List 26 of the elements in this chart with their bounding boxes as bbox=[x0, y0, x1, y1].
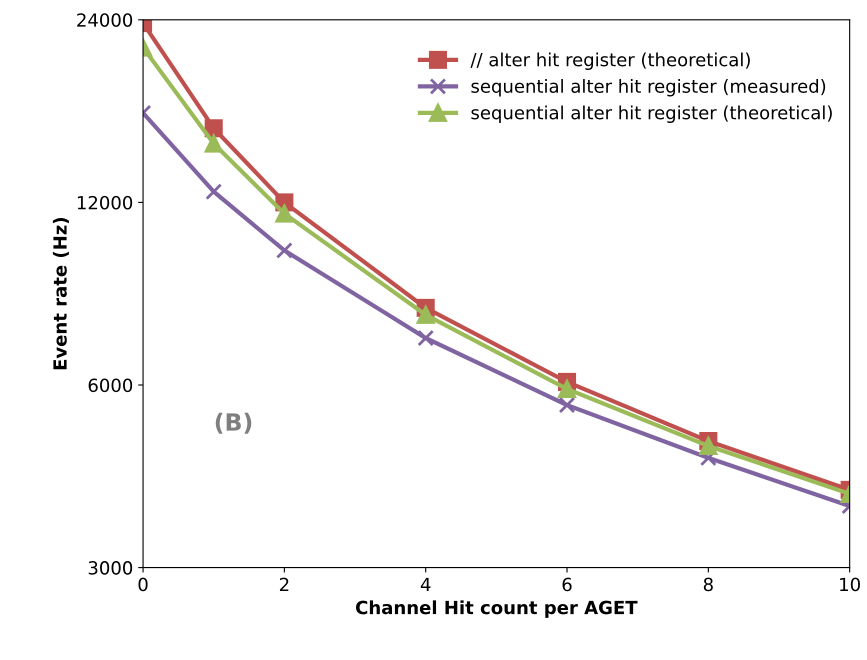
x-axis-title: Channel Hit count per AGET bbox=[356, 600, 638, 618]
x-tick-label: 8 bbox=[704, 578, 713, 592]
point bbox=[416, 306, 435, 324]
x-tick-label: 4 bbox=[420, 578, 430, 592]
point bbox=[204, 119, 223, 138]
x-tick-label: 0 bbox=[138, 578, 148, 592]
legend-label: // alter hit register (theoretical) bbox=[470, 52, 750, 70]
x-tick-label: 10 bbox=[840, 578, 860, 592]
y-tick-label: 6000 bbox=[88, 378, 132, 392]
y-axis-title: Event rate (Hz) bbox=[52, 218, 69, 370]
y-tick-label: 24000 bbox=[77, 13, 132, 27]
x-tick-label: 6 bbox=[562, 578, 572, 592]
point bbox=[205, 183, 222, 200]
x-tick-label: 2 bbox=[280, 578, 288, 592]
point bbox=[558, 380, 576, 398]
point bbox=[699, 436, 718, 456]
point bbox=[417, 330, 434, 346]
annotation: (B) bbox=[216, 412, 252, 434]
point bbox=[276, 242, 293, 259]
point bbox=[558, 396, 576, 414]
legend-label: sequential alter hit register (measured) bbox=[471, 78, 826, 96]
y-tick-label: 12000 bbox=[78, 196, 132, 210]
point bbox=[204, 134, 223, 153]
y-tick-label: 3000 bbox=[88, 561, 132, 575]
legend-label: sequential alter hit register (theoretical) bbox=[471, 105, 832, 123]
point bbox=[275, 204, 294, 223]
